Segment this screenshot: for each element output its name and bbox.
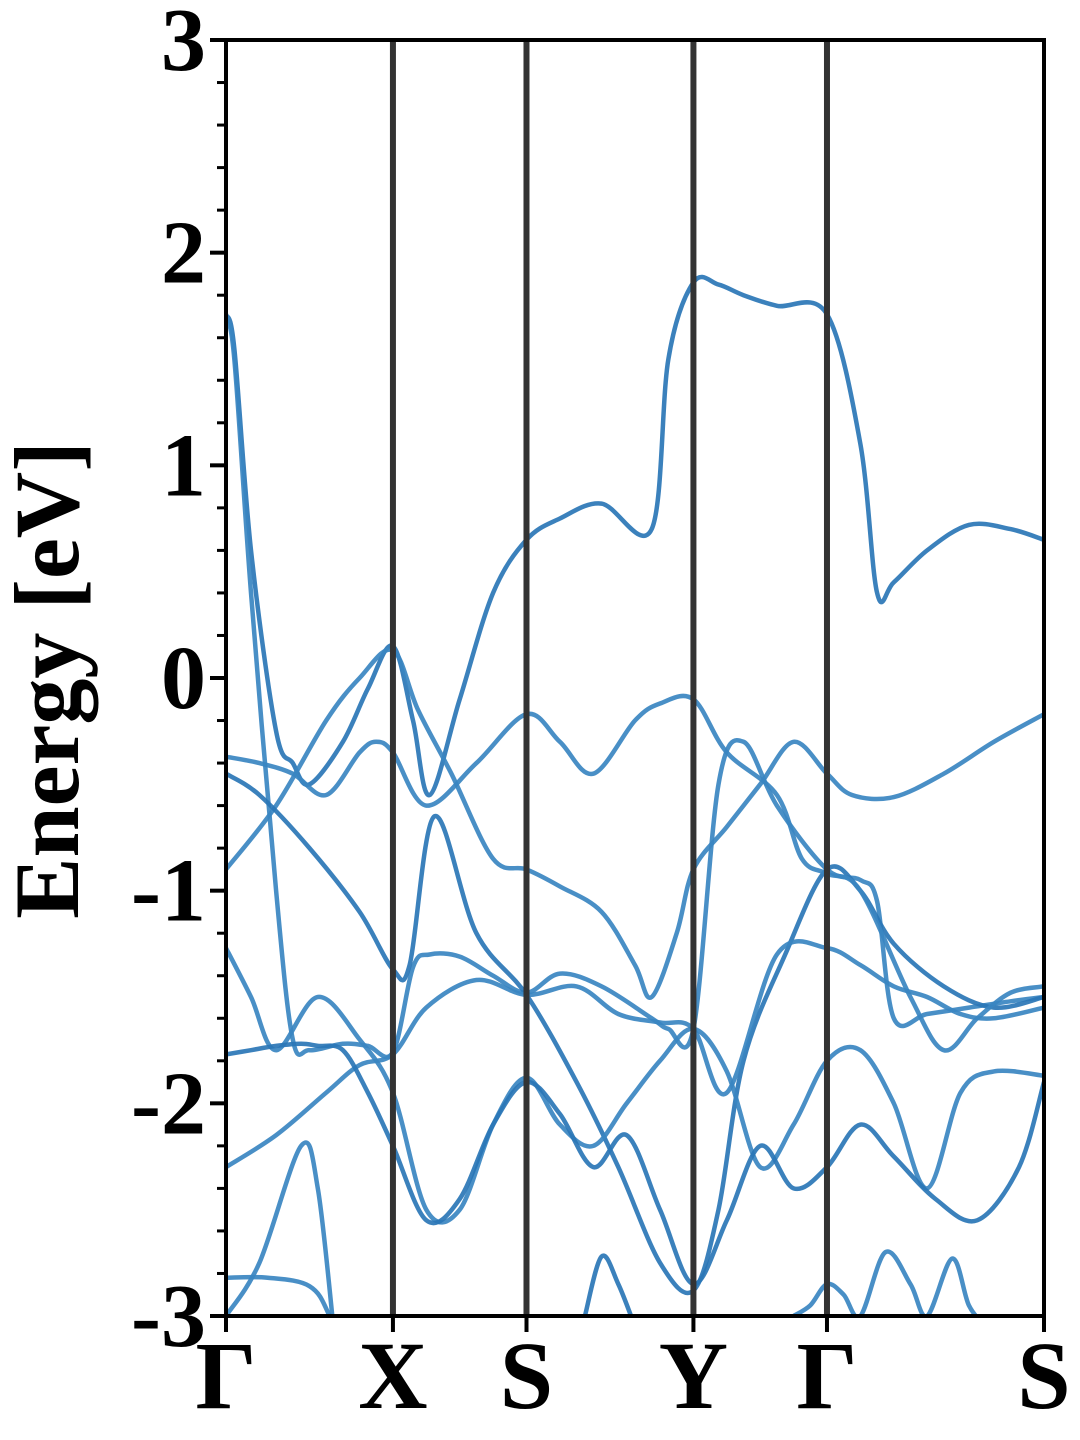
y-tick-label: -3 xyxy=(131,1267,206,1366)
band-line xyxy=(226,693,1044,1053)
y-tick-label: 2 xyxy=(161,204,206,303)
y-tick-label: -2 xyxy=(131,1054,206,1153)
y-tick-label: 1 xyxy=(161,416,206,515)
plot-frame xyxy=(224,38,1046,1318)
band-lines xyxy=(226,274,1044,1316)
y-tick-label: 3 xyxy=(161,0,206,90)
high-symmetry-lines xyxy=(389,40,830,1316)
band-line xyxy=(226,316,1044,1060)
y-tick-label: -1 xyxy=(131,842,206,941)
band-line xyxy=(582,1253,634,1316)
band-line xyxy=(226,1140,335,1316)
x-tick-label: S xyxy=(500,1322,553,1429)
y-tick-label: 0 xyxy=(161,629,206,728)
band-line xyxy=(226,939,1044,1170)
x-tick-label: X xyxy=(358,1322,427,1429)
band-line xyxy=(791,1249,979,1316)
band-line xyxy=(226,1274,332,1316)
x-tick-label: Y xyxy=(659,1322,728,1429)
x-tick-label: Γ xyxy=(195,1322,256,1429)
x-tick-label: S xyxy=(1017,1322,1070,1429)
band-line xyxy=(226,771,1044,1296)
y-axis-ticks: 3 2 1 0 -1 -2 -3 xyxy=(131,0,226,1366)
y-axis-label: Energy [eV] xyxy=(0,441,98,919)
band-line xyxy=(226,945,1044,1225)
x-tick-label: Γ xyxy=(796,1322,857,1429)
band-line xyxy=(226,647,1044,1000)
band-line xyxy=(226,274,1044,798)
band-line xyxy=(226,1041,1044,1287)
